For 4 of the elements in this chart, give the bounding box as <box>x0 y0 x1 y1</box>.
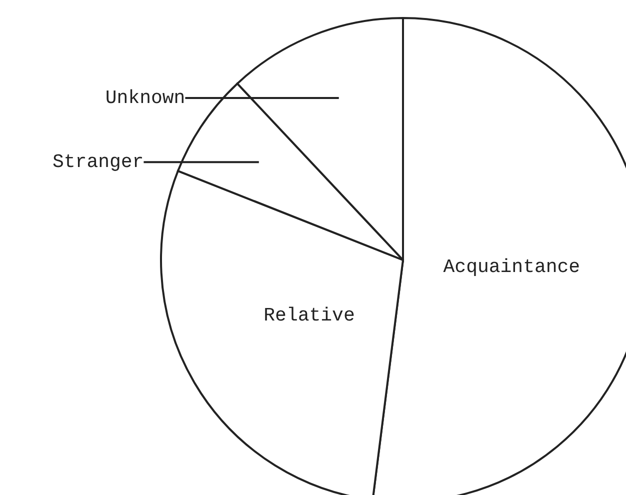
slice-label: Unknown <box>105 86 186 109</box>
slice-label: Acquaintance <box>443 256 580 278</box>
slice-label: Stranger <box>52 151 144 174</box>
slice-label: Relative <box>264 304 355 326</box>
